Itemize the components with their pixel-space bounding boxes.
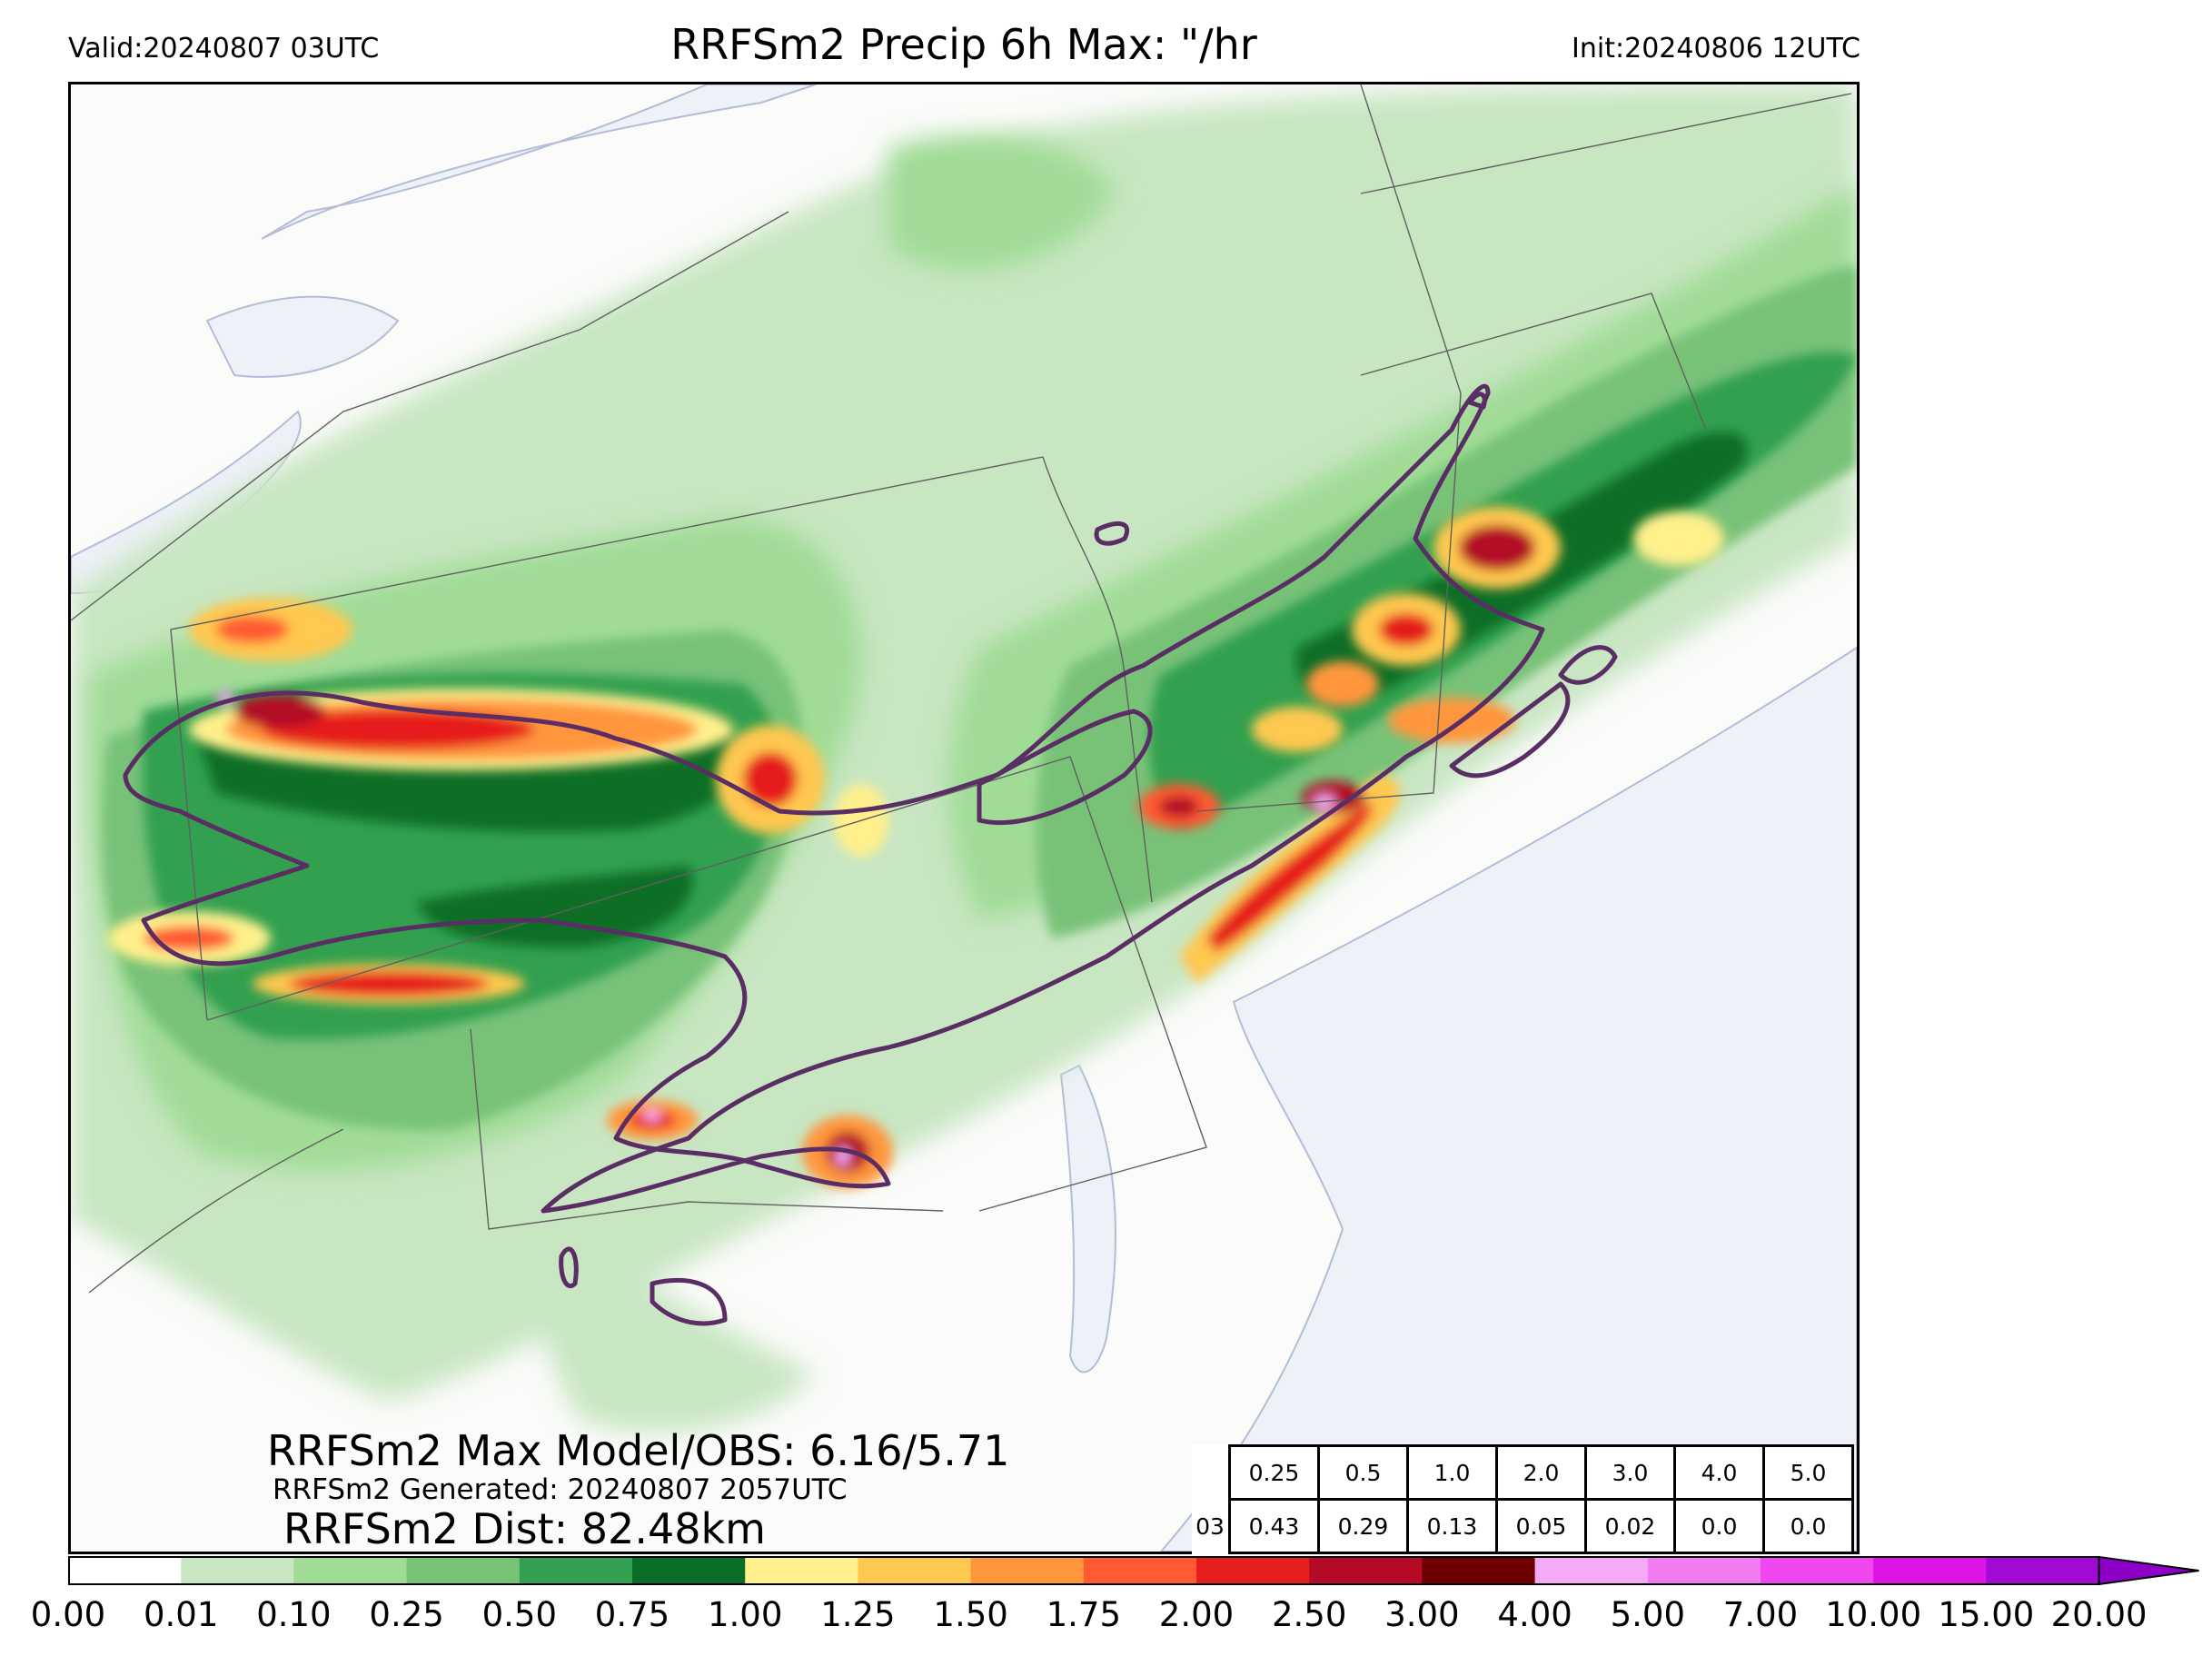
threshold-cell: 0.25: [1228, 1444, 1320, 1501]
colorbar-tick-label: 0.50: [481, 1595, 557, 1634]
threshold-cell: 0.5: [1317, 1444, 1409, 1501]
colorbar-tick-label: 7.00: [1722, 1595, 1799, 1634]
colorbar-segment: [1196, 1557, 1310, 1584]
max-model-obs-label: RRFSm2 Max Model/OBS: 6.16/5.71: [267, 1426, 1010, 1475]
generated-label: RRFSm2 Generated: 20240807 2057UTC: [273, 1473, 848, 1506]
value-cell: 0.29: [1317, 1498, 1409, 1554]
colorbar-tick-label: 1.75: [1046, 1595, 1121, 1634]
threshold-cell: 2.0: [1495, 1444, 1587, 1501]
threshold-cell: 4.0: [1673, 1444, 1765, 1501]
colorbar-tick-label: 5.00: [1610, 1595, 1685, 1634]
value-cell: 0.13: [1406, 1498, 1498, 1554]
table-corner: [1192, 1446, 1230, 1500]
colorbar-tick-label: 15.00: [1938, 1595, 2035, 1634]
colorbar-segment: [181, 1557, 294, 1584]
colorbar-segment: [745, 1557, 858, 1584]
value-cell: 0.0: [1673, 1498, 1765, 1554]
valid-time: Valid:20240807 03UTC: [68, 33, 380, 64]
colorbar-segment: [1422, 1557, 1536, 1584]
threshold-cell: 3.0: [1584, 1444, 1676, 1501]
political-borders: [71, 84, 1852, 1294]
colorbar-segment: [68, 1557, 182, 1584]
observed-contour: [123, 383, 1618, 1326]
threshold-table: 0.25 0.5 1.0 2.0 3.0 4.0 5.0 03 0.43 0.2…: [1192, 1444, 1854, 1554]
colorbar-tick-label: 0.75: [594, 1595, 670, 1634]
colorbar-tick-label: 1.00: [707, 1595, 783, 1634]
colorbar-tick-label: 0.25: [369, 1595, 444, 1634]
threshold-cell: 1.0: [1406, 1444, 1498, 1501]
colorbar-segment: [858, 1557, 972, 1584]
value-cell: 0.43: [1228, 1498, 1320, 1554]
colorbar-segment: [1309, 1557, 1423, 1584]
colorbar-segment: [293, 1557, 408, 1584]
row-label: 03: [1192, 1499, 1231, 1553]
colorbar-extend-arrow: [2098, 1555, 2199, 1586]
colorbar-tick-label: 2.00: [1158, 1595, 1235, 1634]
colorbar-segment: [970, 1557, 1085, 1584]
colorbar-segment: [1534, 1557, 1649, 1584]
colorbar: [68, 1555, 2199, 1586]
colorbar-tick-label: 20.00: [2050, 1595, 2148, 1634]
threshold-value-row: 03 0.43 0.29 0.13 0.05 0.02 0.0 0.0: [1192, 1498, 1854, 1554]
colorbar-tick-label: 1.50: [933, 1595, 1008, 1634]
colorbar-tick-label: 2.50: [1271, 1595, 1347, 1634]
colorbar-segment: [406, 1557, 521, 1584]
map-canvas: [71, 84, 1857, 1552]
colorbar-tick-label: 10.00: [1825, 1595, 1922, 1634]
value-cell: 0.02: [1584, 1498, 1676, 1554]
distance-label: RRFSm2 Dist: 82.48km: [283, 1504, 766, 1553]
colorbar-tick-label: 0.00: [30, 1595, 106, 1634]
value-cell: 0.05: [1495, 1498, 1587, 1554]
colorbar-tick-label: 1.25: [820, 1595, 896, 1634]
colorbar-tick-label: 0.10: [256, 1595, 332, 1634]
colorbar-segment: [632, 1557, 746, 1584]
colorbar-frame: [68, 1556, 2100, 1585]
colorbar-segment: [1083, 1557, 1197, 1584]
colorbar-segment: [1761, 1557, 1874, 1584]
colorbar-segment: [1986, 1557, 2100, 1584]
colorbar-segment: [519, 1557, 633, 1584]
threshold-cell: 5.0: [1762, 1444, 1854, 1501]
colorbar-tick-label: 4.00: [1497, 1595, 1572, 1634]
colorbar-segment: [1647, 1557, 1761, 1584]
precip-map[interactable]: [68, 82, 1860, 1554]
precip-cores: [107, 507, 1724, 1188]
value-cell: 0.0: [1762, 1498, 1854, 1554]
colorbar-tick-label: 0.01: [143, 1595, 219, 1634]
init-time: Init:20240806 12UTC: [1572, 33, 1860, 64]
threshold-header-row: 0.25 0.5 1.0 2.0 3.0 4.0 5.0: [1192, 1444, 1854, 1501]
colorbar-tick-label: 3.00: [1384, 1595, 1460, 1634]
colorbar-segment: [1873, 1557, 1987, 1584]
map-title: RRFSm2 Precip 6h Max: "/hr: [670, 20, 1257, 69]
